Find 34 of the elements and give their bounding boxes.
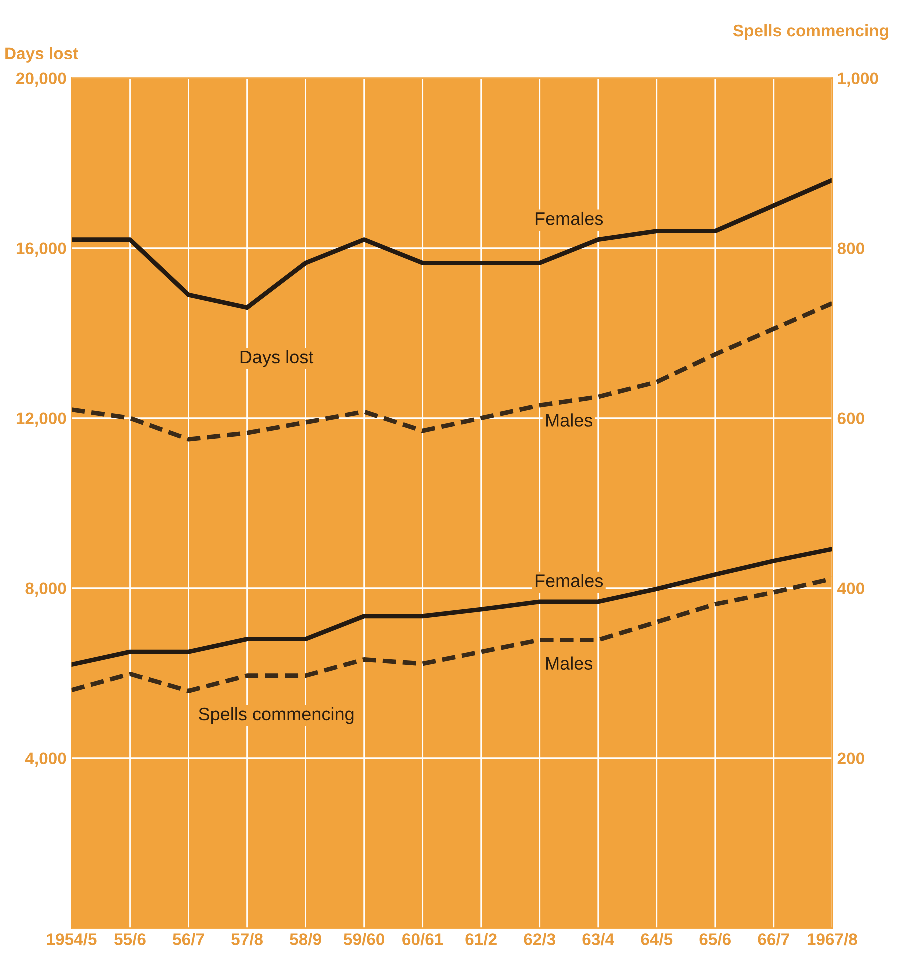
y2-tick-label: 1,000	[838, 72, 878, 87]
x-tick-label: 1954/5	[47, 933, 97, 946]
x-tick-label: 60/61	[402, 933, 444, 946]
x-tick-label: 66/7	[758, 933, 790, 946]
y-axis-title: Days lost	[6, 47, 78, 63]
annotation: Spells commencing	[199, 707, 354, 724]
series-label: Females	[536, 574, 604, 588]
x-tick-label: 1967/8	[808, 933, 858, 946]
x-tick-label: 55/6	[114, 933, 146, 946]
x-tick-label: 62/3	[524, 933, 556, 946]
x-tick-label: 56/7	[173, 933, 204, 946]
x-tick-label: 59/60	[344, 933, 384, 946]
series-label: Males	[546, 414, 593, 427]
x-tick-label: 63/4	[582, 933, 614, 946]
y-tick-label: 20,000	[16, 72, 66, 87]
series-label: Males	[546, 656, 593, 670]
y2-tick-label: 200	[838, 752, 864, 765]
x-tick-label: 57/8	[232, 933, 264, 946]
x-tick-label: 65/6	[700, 933, 732, 946]
x-tick-label: 58/9	[290, 933, 322, 946]
y-tick-label: 12,000	[16, 412, 66, 427]
y-tick-label: 4,000	[25, 752, 66, 767]
series-label: Females	[536, 212, 604, 226]
y2-tick-label: 600	[838, 412, 864, 425]
x-tick-label: 64/5	[641, 933, 673, 946]
annotation: Days lost	[240, 350, 314, 368]
y2-tick-label: 400	[838, 582, 864, 595]
x-tick-label: 61/2	[466, 933, 497, 946]
y-tick-label: 8,000	[26, 582, 66, 597]
y2-axis-title: Spells commencing	[733, 24, 888, 40]
y2-tick-label: 800	[838, 242, 864, 255]
y-tick-label: 16,000	[16, 242, 66, 257]
line-series	[72, 301, 832, 442]
line-series	[72, 178, 832, 310]
